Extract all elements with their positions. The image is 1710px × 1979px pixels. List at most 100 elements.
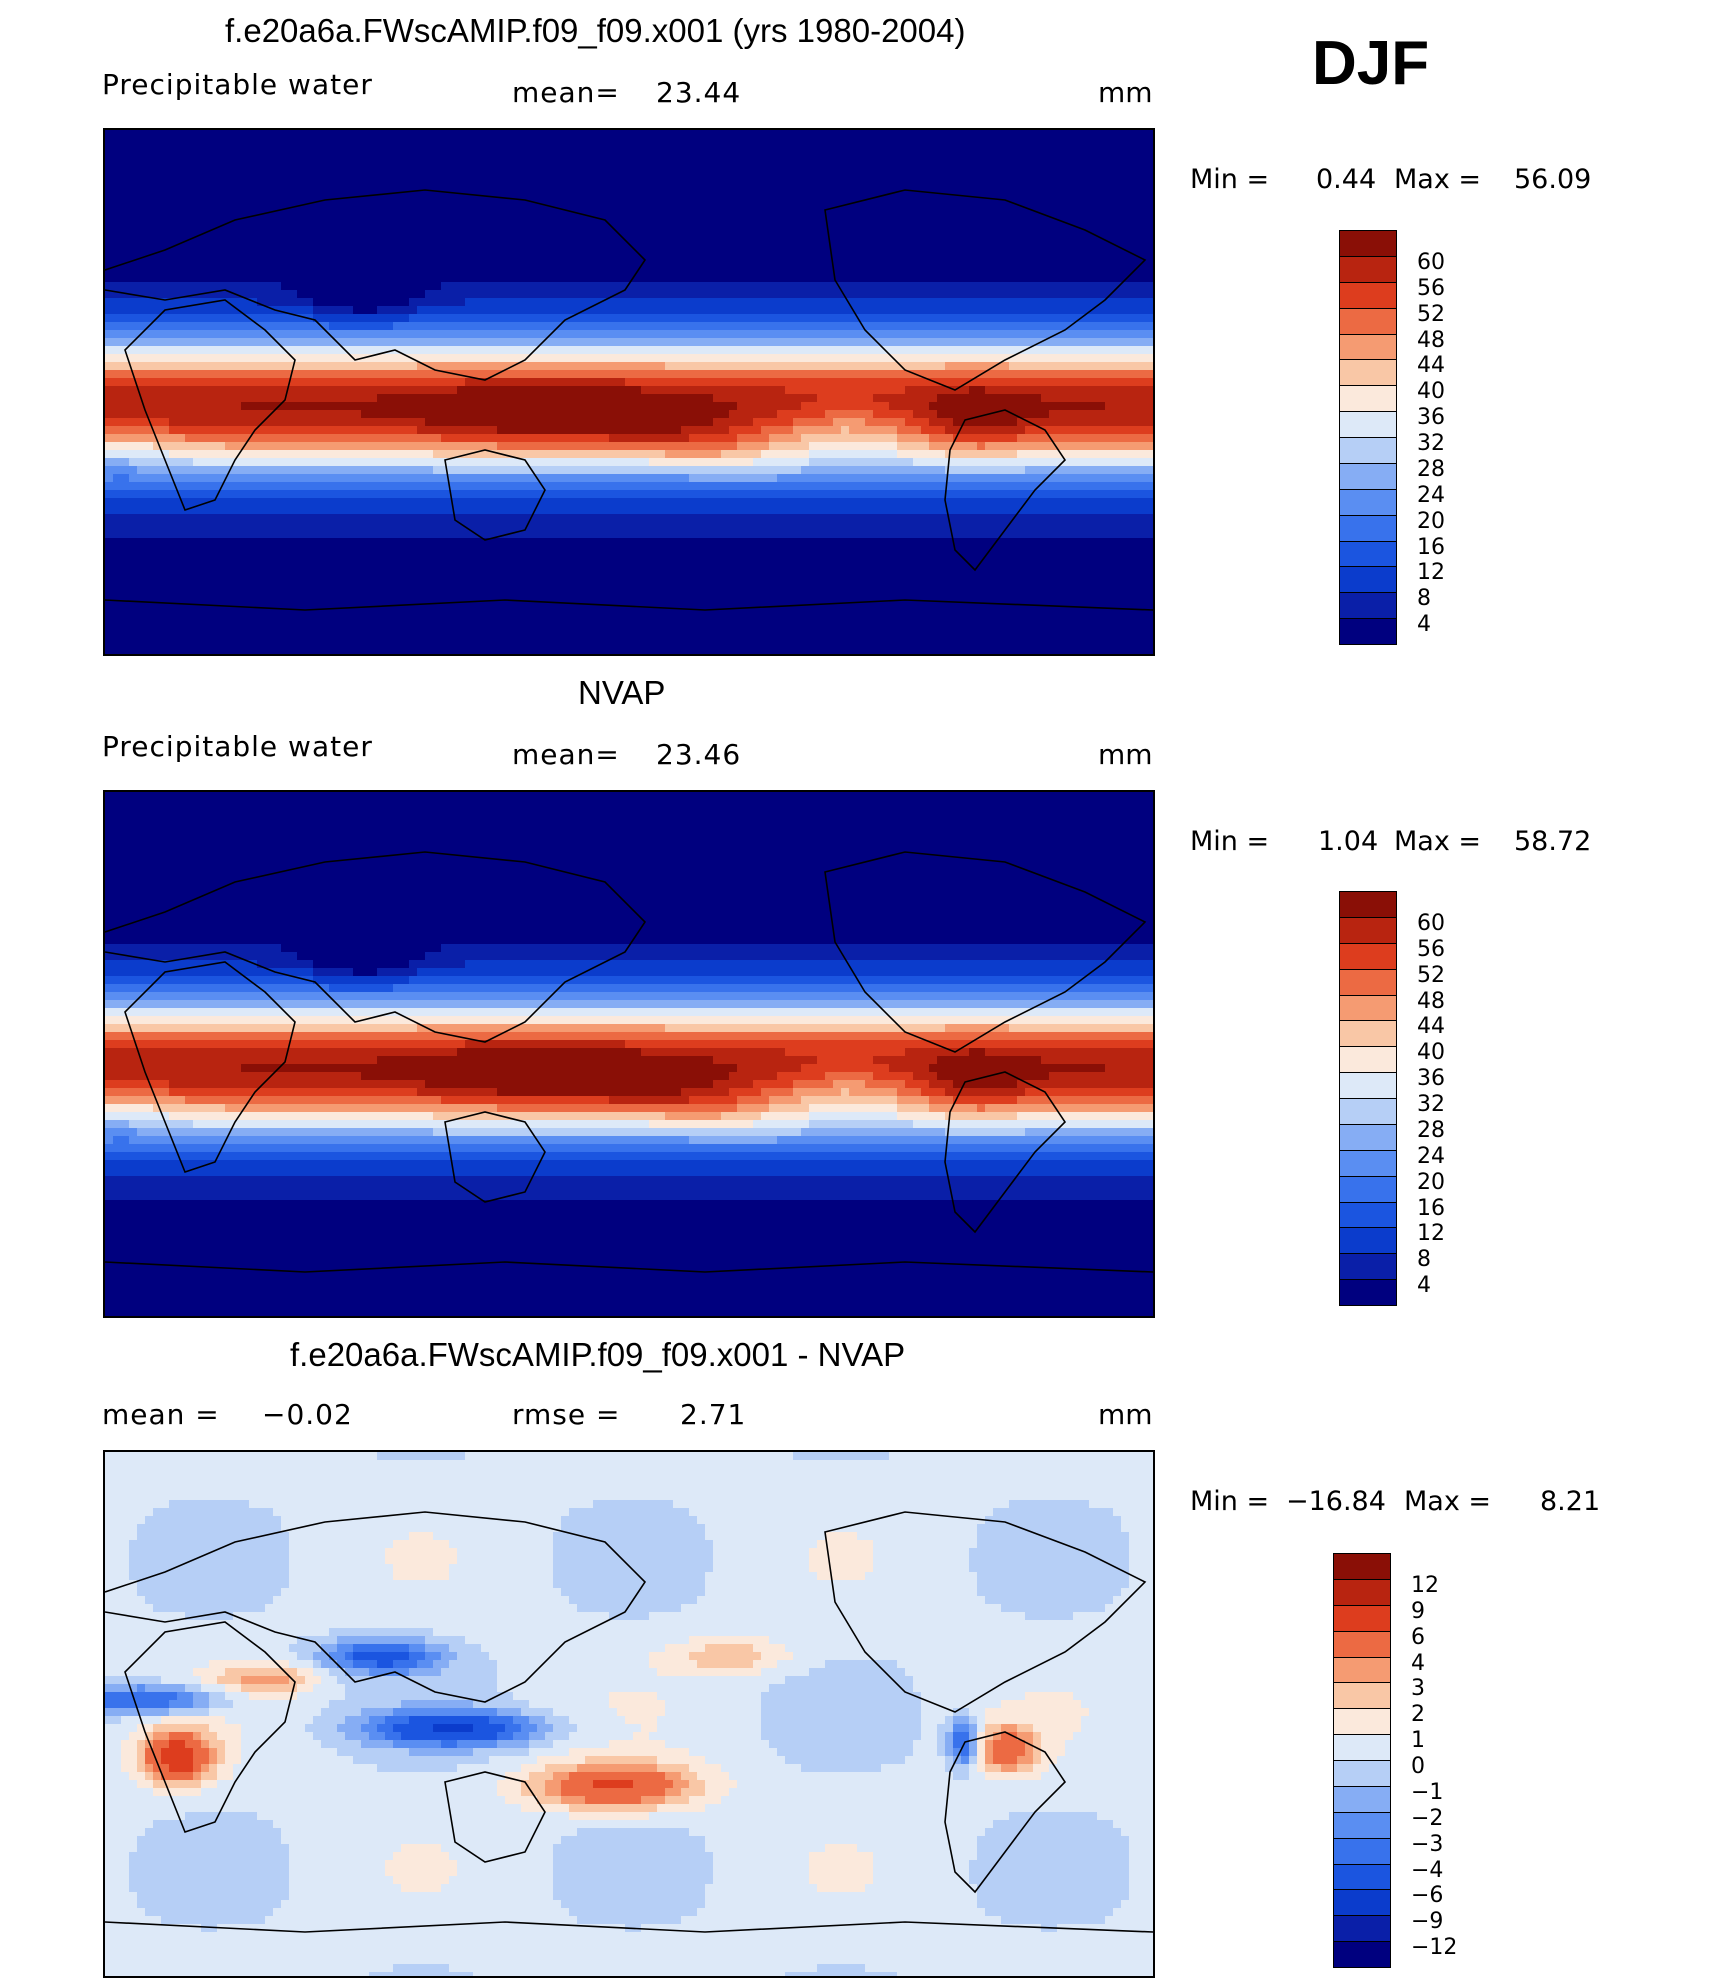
colorbar-cell: [1339, 1227, 1397, 1255]
panel3-max-label: Max =: [1404, 1486, 1491, 1517]
panel2-min-label: Min =: [1190, 826, 1269, 857]
panel3-min-label: Min =: [1190, 1486, 1269, 1517]
colorbar-tick-label: 40: [1417, 1040, 1445, 1065]
coastline: [124, 299, 296, 511]
colorbar-cell: [1339, 437, 1397, 464]
colorbar-cell: [1333, 1863, 1391, 1891]
colorbar-cell: [1339, 1098, 1397, 1125]
colorbar-tick-label: 1: [1411, 1728, 1425, 1753]
colorbar-cell: [1339, 281, 1397, 309]
colorbar-tick-label: 48: [1417, 328, 1445, 353]
colorbar-cell: [1333, 1578, 1391, 1606]
panel1-map: [103, 128, 1155, 656]
colorbar-cell: [1339, 462, 1397, 490]
colorbar-cell: [1333, 1604, 1391, 1632]
colorbar-cell: [1339, 618, 1397, 645]
colorbar-tick-label: 44: [1417, 353, 1445, 378]
colorbar-tick-label: 40: [1417, 379, 1445, 404]
colorbar-tick-label: 32: [1417, 1092, 1445, 1117]
colorbar-tick-label: 28: [1417, 457, 1445, 482]
panel2-mean-label: mean=: [512, 738, 620, 771]
coastline: [105, 1921, 1153, 1933]
colorbar-tick-label: −3: [1411, 1832, 1443, 1857]
colorbar-cell: [1333, 1656, 1391, 1684]
panel1-colorbar: 4 8 12 16 20 24 28 32 36 40 44 48 52 56 60: [1339, 230, 1479, 645]
colorbar-tick-label: 60: [1417, 250, 1445, 275]
coastline: [824, 189, 1147, 391]
panel3-min-value: −16.84: [1286, 1486, 1386, 1517]
colorbar-tick-label: 28: [1417, 1118, 1445, 1143]
colorbar-tick-label: 3: [1411, 1676, 1425, 1701]
colorbar-tick-label: 8: [1417, 1247, 1431, 1272]
coastline: [444, 1771, 546, 1863]
colorbar-cell: [1339, 968, 1397, 996]
colorbar-cell: [1333, 1941, 1391, 1968]
colorbar-cell: [1339, 1253, 1397, 1281]
colorbar-tick-label: 44: [1417, 1014, 1445, 1039]
panel2-title: NVAP: [578, 674, 665, 712]
coastline: [124, 961, 296, 1173]
colorbar-tick-label: 60: [1417, 911, 1445, 936]
colorbar-tick-label: −12: [1411, 1935, 1457, 1960]
colorbar-cell: [1333, 1682, 1391, 1710]
colorbar-cell: [1339, 891, 1397, 918]
coastline: [105, 1511, 647, 1703]
colorbar-cell: [1333, 1889, 1391, 1917]
coastlines: [105, 1511, 1153, 1933]
panel2-map: [103, 790, 1155, 1318]
colorbar-tick-label: 20: [1417, 509, 1445, 534]
colorbar-tick-label: 9: [1411, 1599, 1425, 1624]
panel3-contour-plot: [105, 1452, 1153, 1976]
colorbar-cell: [1333, 1553, 1391, 1580]
colorbar-tick-label: 8: [1417, 586, 1431, 611]
colorbar-cell: [1333, 1760, 1391, 1787]
panel1-mean-value: 23.44: [656, 76, 741, 109]
colorbar-cell: [1333, 1708, 1391, 1736]
coastline: [944, 409, 1067, 572]
panel2-max-label: Max =: [1394, 826, 1481, 857]
colorbar-tick-label: 56: [1417, 937, 1445, 962]
coastlines: [105, 189, 1153, 611]
colorbar-tick-label: 20: [1417, 1170, 1445, 1195]
coastline: [105, 189, 647, 381]
colorbar-cell: [1339, 1072, 1397, 1099]
colorbar-cell: [1333, 1785, 1391, 1813]
colorbar-tick-label: 52: [1417, 302, 1445, 327]
colorbar-tick-label: 4: [1417, 1273, 1431, 1298]
colorbar-cell: [1333, 1734, 1391, 1761]
colorbar-cell: [1339, 540, 1397, 568]
colorbar-cell: [1333, 1630, 1391, 1658]
panel2-field-label: Precipitable water: [102, 730, 373, 763]
colorbar-tick-label: 6: [1411, 1625, 1425, 1650]
panel1-min-value: 0.44: [1316, 164, 1376, 195]
panel2-max-value: 58.72: [1514, 826, 1591, 857]
colorbar-tick-label: 48: [1417, 989, 1445, 1014]
panel1-mean-label: mean=: [512, 76, 620, 109]
panel3-mean-value: −0.02: [262, 1398, 353, 1431]
colorbar-cell: [1339, 566, 1397, 594]
panel1-max-value: 56.09: [1514, 164, 1591, 195]
colorbar-tick-label: −2: [1411, 1806, 1443, 1831]
colorbar-cell: [1339, 1201, 1397, 1229]
colorbar-tick-label: −1: [1411, 1780, 1443, 1805]
colorbar-cell: [1339, 514, 1397, 542]
season-label: DJF: [1312, 28, 1429, 99]
colorbar-tick-label: 52: [1417, 963, 1445, 988]
panel3-rmse-value: 2.71: [680, 1398, 746, 1431]
colorbar-tick-label: 24: [1417, 1144, 1445, 1169]
colorbar-cell: [1339, 1149, 1397, 1177]
panel3-colorbar: −12 −9 −6 −4 −3 −2 −1 0 1 2 3 4 6 9 12: [1333, 1553, 1473, 1968]
coastline: [105, 851, 647, 1043]
colorbar-cell: [1339, 916, 1397, 944]
colorbar-tick-label: 4: [1411, 1651, 1425, 1676]
panel2-units: mm: [1098, 738, 1153, 771]
colorbar-cell: [1339, 1175, 1397, 1203]
panel1-max-label: Max =: [1394, 164, 1481, 195]
colorbar-tick-label: 12: [1411, 1573, 1439, 1598]
panel2-mean-value: 23.46: [656, 738, 741, 771]
panel3-mean-label: mean =: [102, 1398, 220, 1431]
colorbar-cell: [1339, 942, 1397, 970]
colorbar-tick-label: 32: [1417, 431, 1445, 456]
colorbar-tick-label: 0: [1411, 1754, 1425, 1779]
coastline: [944, 1731, 1067, 1894]
